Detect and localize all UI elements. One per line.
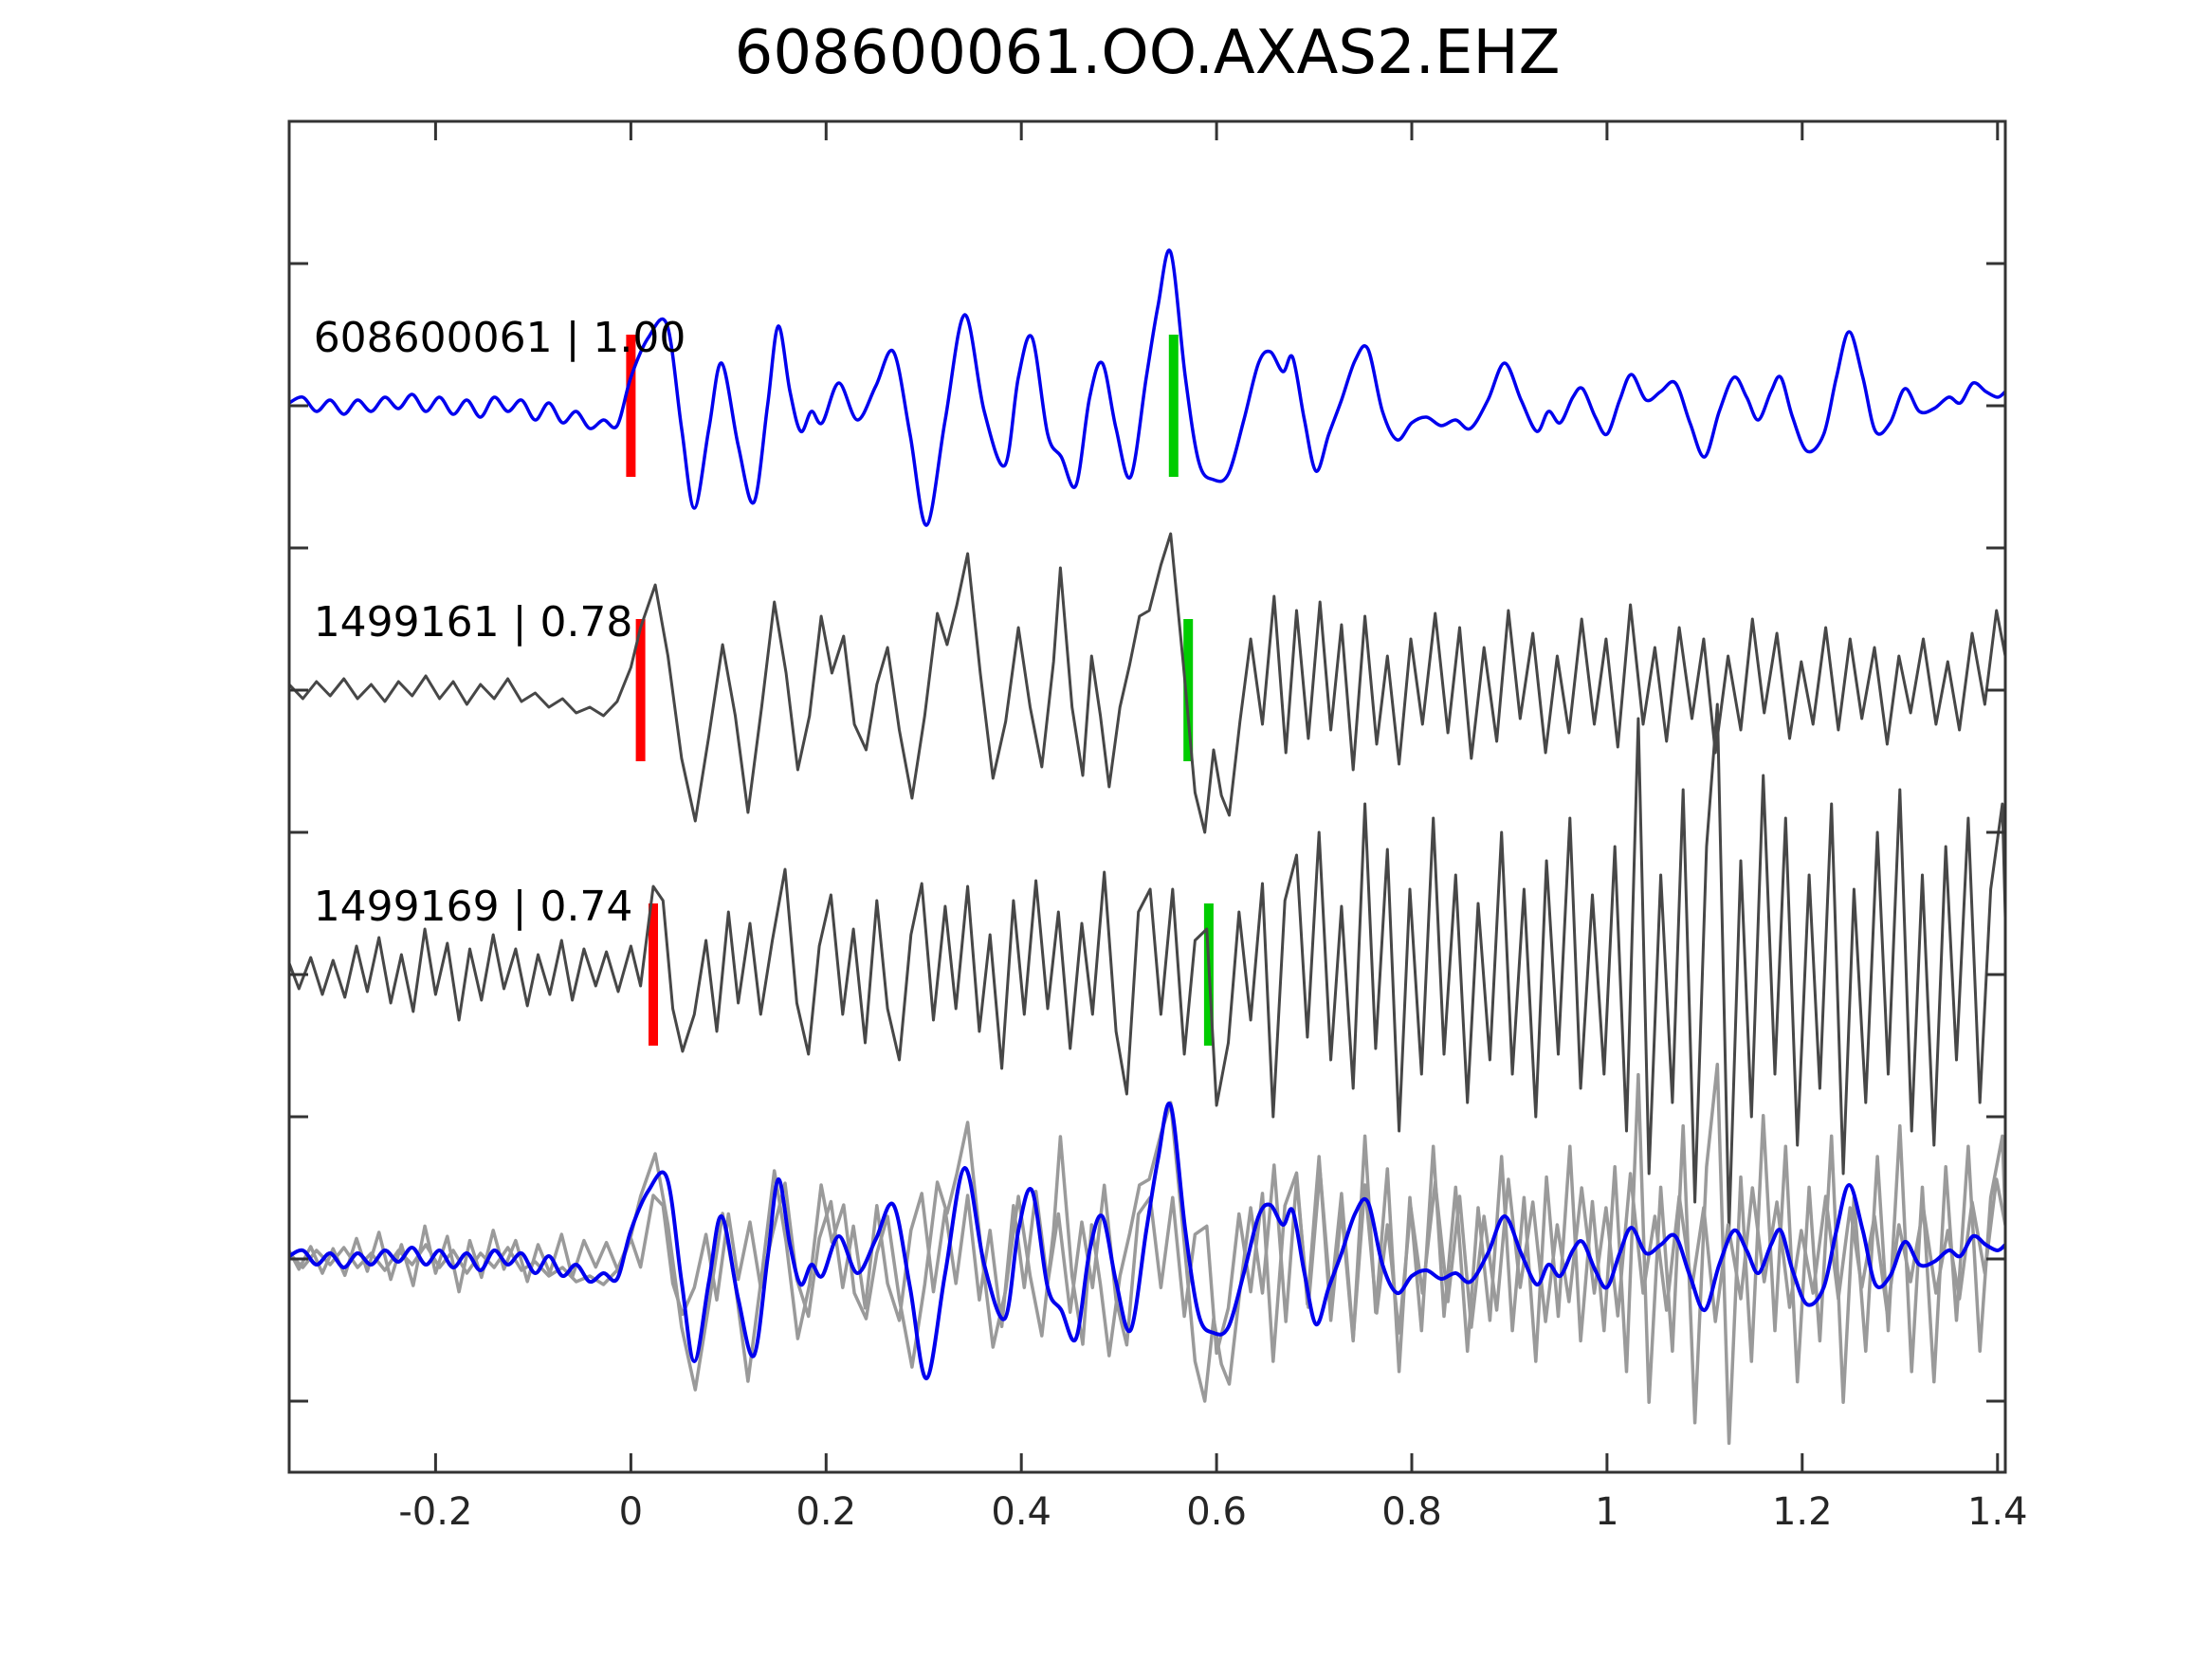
overlay-waveform-608600061 [289,1101,2005,1381]
trace-label-608600061: 608600061 | 1.00 [314,314,686,362]
x-tick-label: 1.4 [1967,1490,2028,1534]
x-tick-label: 0 [619,1490,643,1534]
x-tick-label: -0.2 [398,1490,472,1534]
x-tick-label: 0.6 [1186,1490,1247,1534]
waveform-layer [289,248,2005,1446]
x-tick-label: 0.2 [795,1490,856,1534]
waveform-608600061 [289,248,2005,527]
chart-title: 608600061.OO.AXAS2.EHZ [734,18,1561,88]
waveform-1499169 [289,702,2005,1232]
trace-label-1499169: 1499169 | 0.74 [314,883,633,931]
waveform-1499161 [289,532,2005,834]
x-tick-label: 0.4 [991,1490,1051,1534]
x-tick-label: 0.8 [1381,1490,1442,1534]
axis-border [287,119,2007,1474]
x-tick-label: 1.2 [1772,1490,1833,1534]
trace-label-1499161: 1499161 | 0.78 [314,598,633,647]
x-tick-label: 1 [1595,1490,1618,1534]
